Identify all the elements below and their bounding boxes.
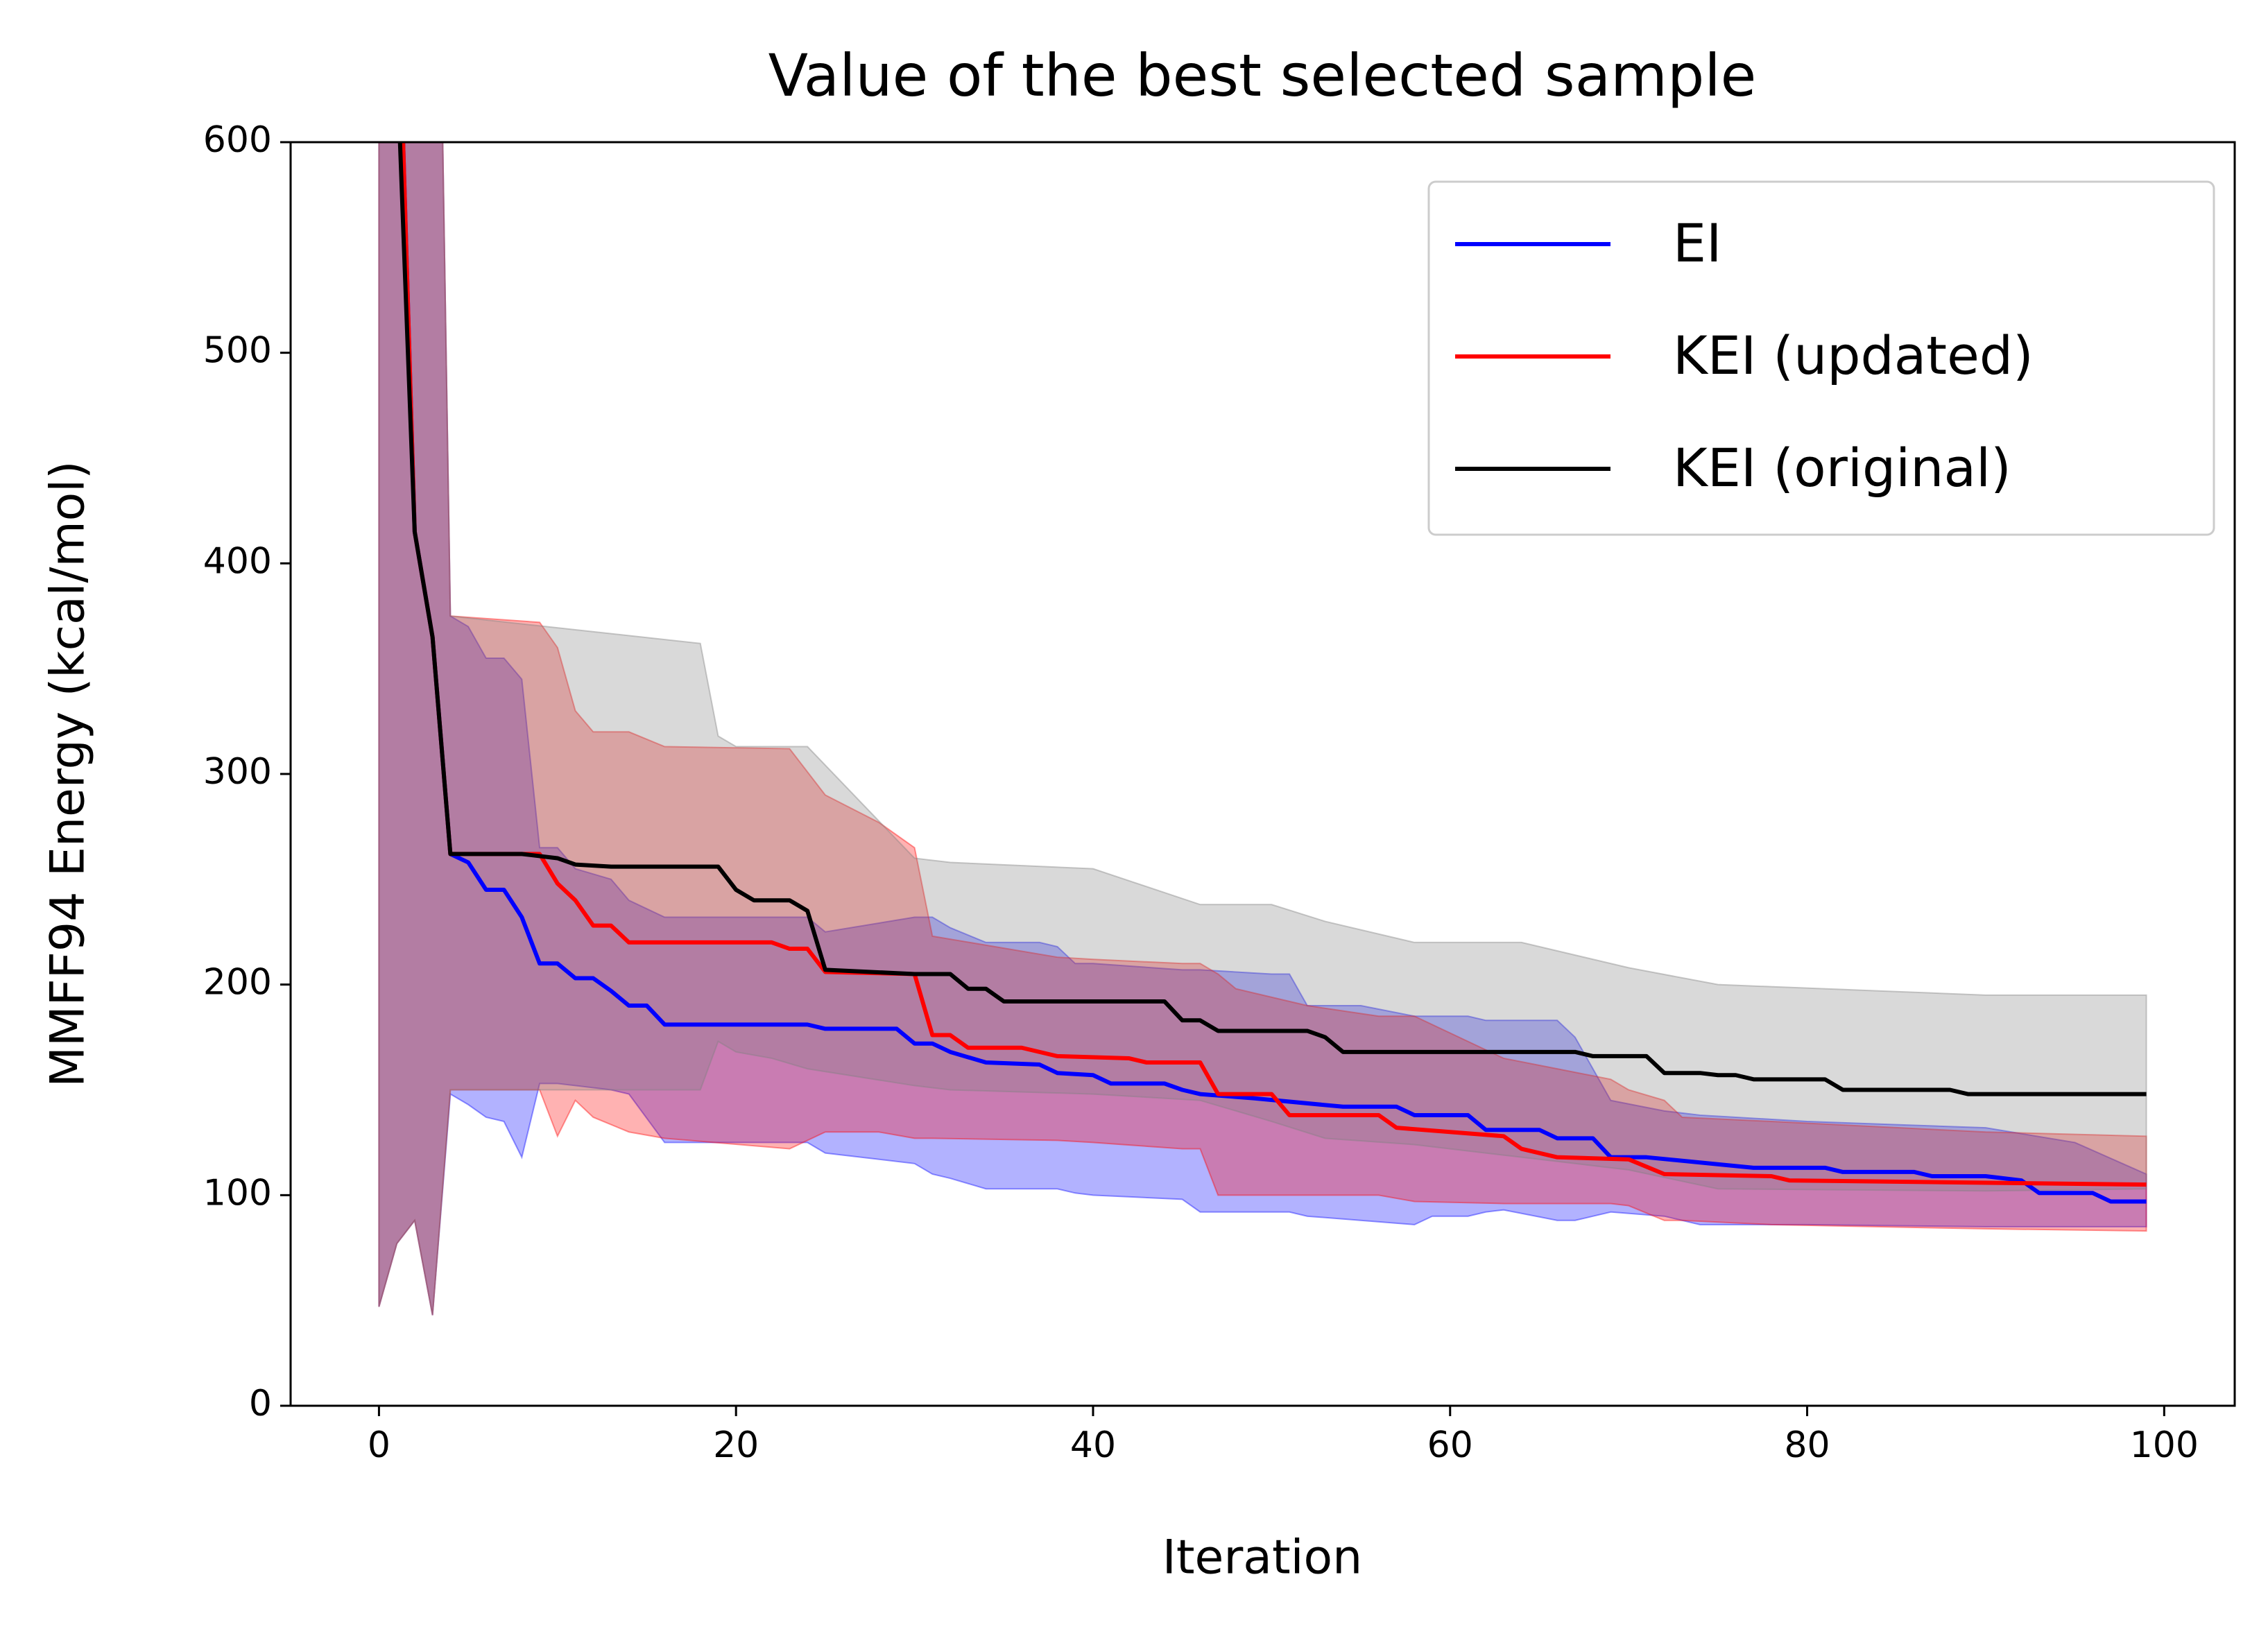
- y-tick-label: 300: [203, 751, 272, 793]
- x-axis-label: Iteration: [1162, 1531, 1362, 1585]
- chart-title: Value of the best selected sample: [768, 42, 1757, 110]
- y-tick-label: 600: [203, 119, 272, 161]
- y-tick-label: 500: [203, 330, 272, 372]
- y-tick-label: 100: [203, 1172, 272, 1214]
- legend-label: EI: [1673, 212, 1721, 274]
- legend-label: KEI (updated): [1673, 325, 2034, 386]
- axes: 0 20 40 60 80 100 0 100 200 300 400 500 600: [203, 119, 2199, 1466]
- y-tick-label: 400: [203, 540, 272, 582]
- y-tick-label: 0: [249, 1383, 272, 1424]
- band: [378, 142, 2147, 1316]
- band: [378, 142, 2147, 1316]
- x-tick-label: 40: [1070, 1424, 1116, 1466]
- x-tick-label: 0: [368, 1424, 390, 1466]
- x-tick-label: 60: [1427, 1424, 1473, 1466]
- x-tick-label: 80: [1784, 1424, 1830, 1466]
- y-tick-label: 200: [203, 962, 272, 1004]
- y-axis-label: MMFF94 Energy (kcal/mol): [41, 460, 96, 1087]
- bands: [378, 142, 2147, 1316]
- band: [378, 142, 2147, 1316]
- line: [401, 142, 2147, 1187]
- line: [401, 142, 2147, 1204]
- line: [397, 142, 2147, 1096]
- legend: EI KEI (updated) KEI (original): [1427, 180, 2215, 536]
- lines: [397, 142, 2147, 1204]
- x-tick-label: 20: [713, 1424, 759, 1466]
- legend-box: [1427, 180, 2215, 536]
- legend-label: KEI (original): [1673, 437, 2011, 499]
- x-tick-label: 100: [2130, 1424, 2199, 1466]
